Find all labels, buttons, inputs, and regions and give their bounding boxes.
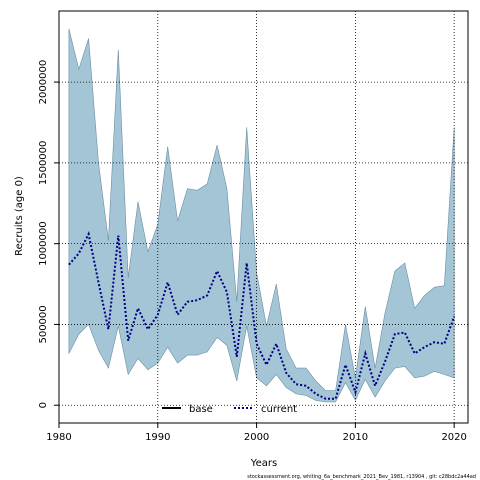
x-tick-label: 2020 <box>441 432 466 443</box>
footer-note: stockassessment.org, whiting_6a_benchmar… <box>247 474 476 480</box>
y-tick-label: 0 <box>38 402 49 408</box>
legend-base-label: base <box>189 404 213 415</box>
x-axis-label: Years <box>250 458 277 469</box>
x-tick-label: 1980 <box>46 432 71 443</box>
y-tick-label: 1000000 <box>38 221 49 266</box>
x-tick-label: 2000 <box>244 432 269 443</box>
x-tick-label: 1990 <box>145 432 170 443</box>
y-tick-label: 2000000 <box>38 60 49 105</box>
x-tick-label: 2010 <box>343 432 368 443</box>
plot-frame <box>58 10 469 424</box>
y-tick-label: 500000 <box>38 305 49 343</box>
grid-layer <box>58 11 468 423</box>
y-axis-label: Recruits (age 0) <box>14 176 25 256</box>
y-tick-label: 1500000 <box>38 141 49 186</box>
y-axis: 0 500000 1000000 1500000 2000000 <box>38 60 59 408</box>
x-axis: 1980 1990 2000 2010 2020 <box>46 423 467 443</box>
legend-current-label: current <box>261 404 297 415</box>
legend: base current <box>162 404 297 415</box>
